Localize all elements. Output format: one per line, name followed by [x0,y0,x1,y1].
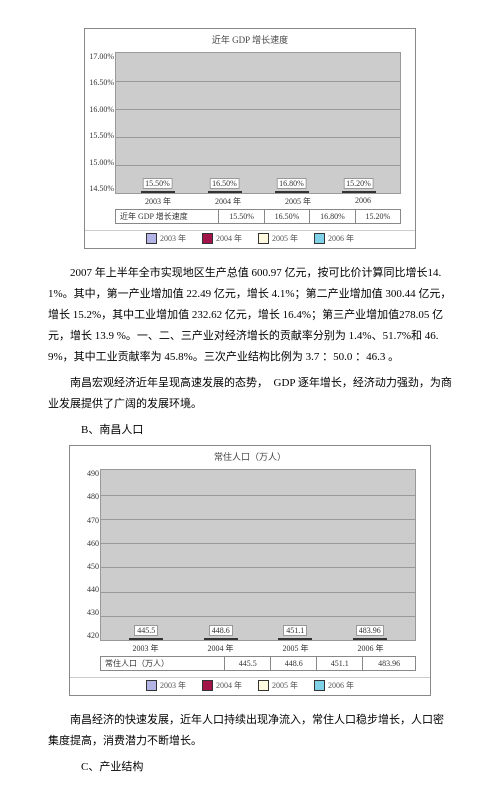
legend-item: 2005 年 [258,680,298,691]
bars: 445.5 448.6 451.1 483.96 [101,470,415,640]
legend: 2003 年 2004 年 2005 年 2006 年 [85,230,415,248]
legend-swatch [202,233,213,244]
paragraph-summary1: 南昌宏观经济近年呈现高速发展的态势， GDP 逐年增长，经济动力强劲，为商业发展… [48,373,452,415]
section-b-title: B、南昌人口 [48,421,452,437]
x-tick: 2006 年 [358,643,384,654]
bar: 483.96 [353,638,387,640]
y-axis: 17.00%16.50%16.00%15.50%15.00%14.50% [88,53,114,193]
legend-item: 2004 年 [202,233,242,244]
row-header: 近年 GDP 增长速度 [116,210,219,224]
bar-value-label: 483.96 [356,625,384,636]
x-tick: 2003 年 [133,643,159,654]
legend-item: 2003 年 [146,233,186,244]
table-cell: 483.96 [363,657,416,671]
chart-plot: 490480470460450440430420 445.5448.6451.1… [100,469,416,641]
population-chart: 常住人口（万人） 490480470460450440430420 445.54… [69,445,431,696]
x-axis: 2003 年 2004 年 2005 年 2006 [85,194,415,209]
bar-value-label: 16.50% [209,178,240,189]
legend-swatch [258,233,269,244]
bar: 445.5 [129,638,163,640]
bar-value-label: 15.50% [142,178,173,189]
bar-value-label: 451.1 [283,625,307,636]
data-table: 常住人口（万人）445.5448.6451.1483.96 [100,656,416,671]
x-tick: 2004 年 [208,643,234,654]
bar: 448.6 [204,638,238,640]
section-c-title: C、产业结构 [48,758,452,774]
bar: 451.1 [278,638,312,640]
table-cell: 451.1 [317,657,363,671]
bar: 15.20% [342,191,376,193]
x-tick: 2006 [355,196,371,207]
chart-title: 近年 GDP 增长速度 [85,29,415,50]
data-table: 近年 GDP 增长速度15.50%16.50%16.80%15.20% [115,209,401,224]
legend-item: 2005 年 [258,233,298,244]
table-cell: 16.80% [310,210,355,224]
bar: 15.50% [141,191,175,193]
legend-swatch [202,680,213,691]
legend: 2003 年 2004 年 2005 年 2006 年 [70,677,430,695]
legend-item: 2004 年 [202,680,242,691]
y-axis: 490480470460450440430420 [73,470,99,640]
x-tick: 2004 年 [215,196,241,207]
legend-swatch [258,680,269,691]
gdp-chart: 近年 GDP 增长速度 17.00%16.50%16.00%15.50%15.0… [84,28,416,249]
legend-swatch [146,680,157,691]
x-tick: 2003 年 [145,196,171,207]
x-tick: 2005 年 [285,196,311,207]
bar: 16.50% [208,191,242,193]
legend-swatch [314,680,325,691]
x-axis: 2003 年 2004 年 2005 年 2006 年 [70,641,430,656]
paragraph-population: 南昌经济的快速发展，近年人口持续出现净流入，常住人口稳步增长，人口密集度提高，消… [48,710,452,752]
row-header: 常住人口（万人） [101,657,225,671]
table-cell: 15.20% [355,210,400,224]
legend-item: 2003 年 [146,680,186,691]
table-cell: 15.50% [219,210,264,224]
bar-value-label: 16.80% [276,178,307,189]
table-cell: 448.6 [271,657,317,671]
bar-value-label: 15.20% [343,178,374,189]
chart-plot: 17.00%16.50%16.00%15.50%15.00%14.50% 15.… [115,52,401,194]
chart-title: 常住人口（万人） [70,446,430,467]
table-cell: 16.50% [264,210,309,224]
table-cell: 445.5 [225,657,271,671]
x-tick: 2005 年 [283,643,309,654]
bar-value-label: 448.6 [209,625,233,636]
legend-swatch [314,233,325,244]
legend-swatch [146,233,157,244]
paragraph-gdp: 2007 年上半年全市实现地区生产总值 600.97 亿元，按可比价计算同比增长… [48,263,452,367]
legend-item: 2006 年 [314,233,354,244]
legend-item: 2006 年 [314,680,354,691]
bars: 15.50% 16.50% 16.80% 15.20% [116,53,400,193]
bar: 16.80% [275,191,309,193]
bar-value-label: 445.5 [134,625,158,636]
